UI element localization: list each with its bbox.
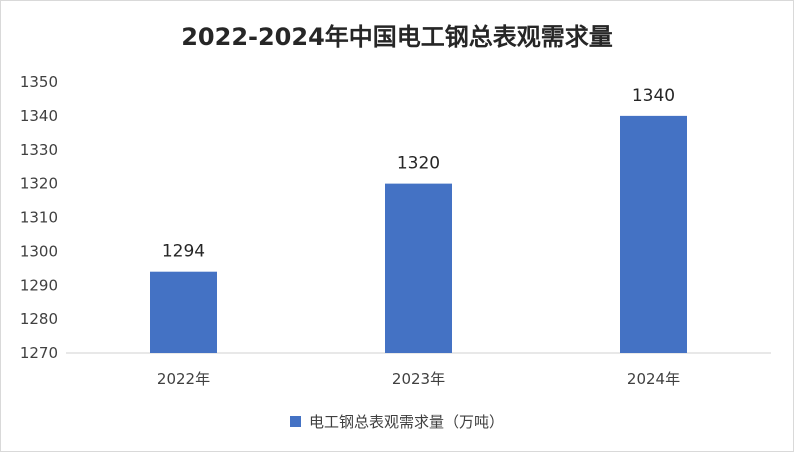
legend-swatch (289, 416, 301, 427)
legend: 电工钢总表观需求量（万吨） (1, 411, 793, 432)
x-tick-label: 2023年 (392, 370, 445, 388)
y-tick-label: 1270 (20, 344, 58, 362)
x-tick-label: 2022年 (157, 370, 210, 388)
y-tick-label: 1350 (20, 73, 58, 91)
y-tick-label: 1340 (20, 107, 58, 125)
x-tick-label: 2024年 (627, 370, 680, 388)
y-tick-label: 1310 (20, 209, 58, 227)
y-tick-label: 1320 (20, 175, 58, 193)
data-label: 1294 (162, 242, 205, 262)
bar (150, 271, 217, 353)
y-tick-label: 1300 (20, 242, 58, 260)
y-tick-label: 1280 (20, 310, 58, 328)
legend-label: 电工钢总表观需求量（万吨） (308, 413, 504, 431)
y-tick-label: 1290 (20, 276, 58, 294)
y-tick-label: 1330 (20, 141, 58, 159)
data-label: 1320 (397, 154, 440, 174)
chart-title: 2022-2024年中国电工钢总表观需求量 (181, 23, 613, 51)
data-label: 1340 (632, 86, 675, 106)
bar (620, 115, 687, 353)
bar (385, 183, 452, 353)
